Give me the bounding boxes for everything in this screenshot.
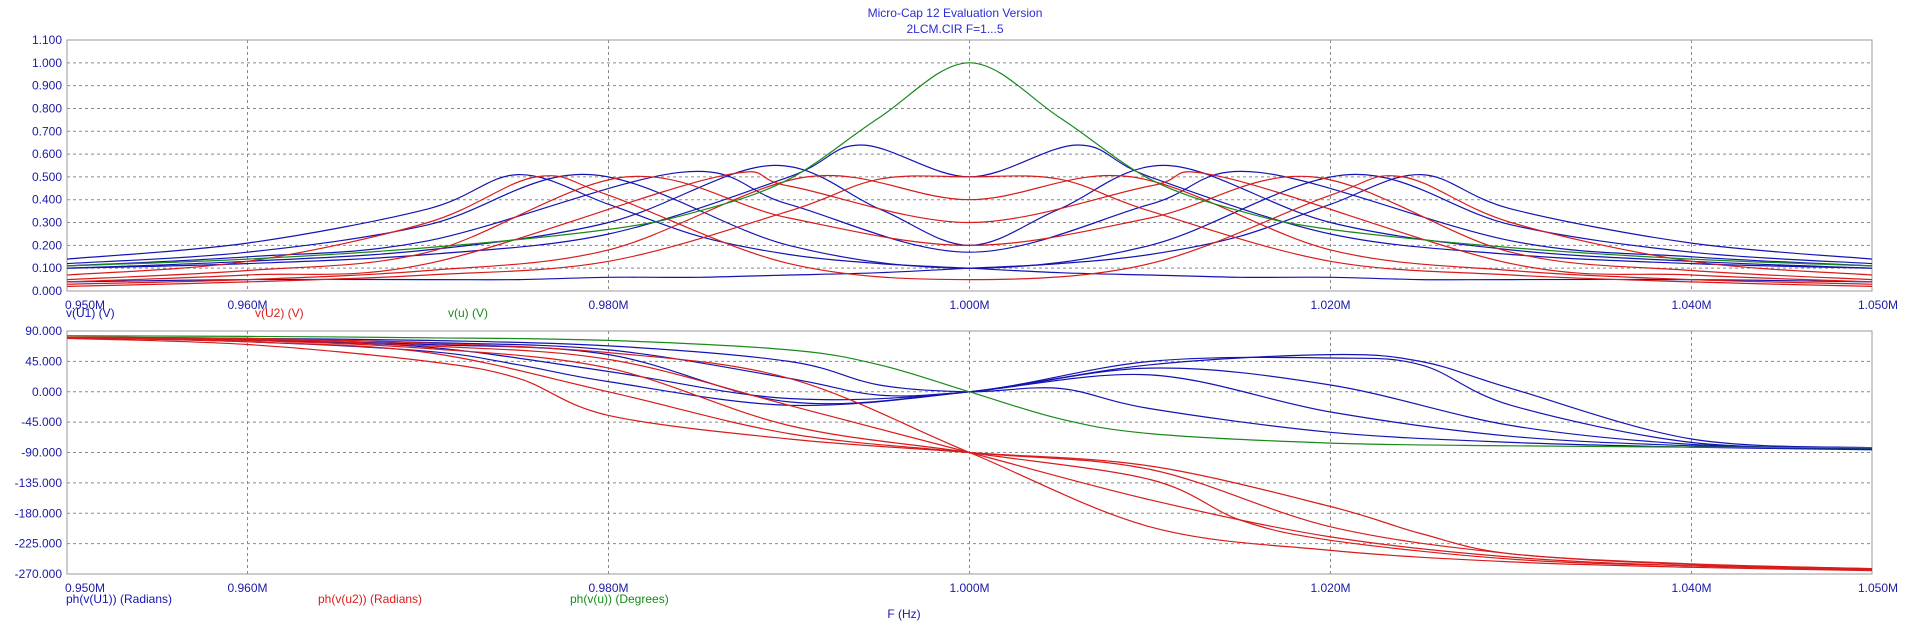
y-tick-label: 1.000: [32, 56, 62, 70]
x-tick-label: 0.950M: [65, 581, 105, 595]
series-line-u2: [67, 175, 1872, 287]
series-line-u: [67, 62, 1872, 267]
y-tick-label: 45.000: [25, 354, 62, 368]
y-tick-label: 0.800: [32, 101, 62, 115]
circuit-subtitle: 2LCM.CIR F=1...5: [906, 22, 1003, 36]
series-line-u1: [67, 144, 1872, 269]
x-tick-label: 1.000M: [949, 298, 989, 312]
x-tick-label: 0.960M: [227, 298, 267, 312]
y-tick-label: -45.000: [21, 415, 62, 429]
x-tick-label: 0.960M: [227, 581, 267, 595]
y-tick-label: 90.000: [25, 324, 62, 338]
series-line-u2: [67, 337, 1872, 570]
x-tick-label: 0.950M: [65, 298, 105, 312]
x-tick-label: 1.020M: [1310, 581, 1350, 595]
y-tick-label: -135.000: [15, 476, 63, 490]
magnitude-panel[interactable]: 0.000 0.100 0.200 0.300 0.400 0.500 0.600 0.700…: [32, 33, 1898, 320]
x-tick-label: 1.020M: [1310, 298, 1350, 312]
series-line-u: [67, 335, 1872, 449]
y-tick-label: 0.400: [32, 193, 62, 207]
x-axis-label: F (Hz): [887, 607, 920, 621]
y-tick-label: -225.000: [15, 537, 63, 551]
y-tick-label: 0.300: [32, 216, 62, 230]
y-tick-label: 0.600: [32, 147, 62, 161]
y-tick-label: -90.000: [21, 446, 62, 460]
x-tick-label: 1.050M: [1858, 298, 1898, 312]
series-line-u1: [67, 173, 1872, 283]
x-tick-label: 1.000M: [949, 581, 989, 595]
series-line-u2: [67, 175, 1872, 281]
phase-panel[interactable]: 90.000 45.000 0.000 -45.000 -90.000 -135.000 -…: [15, 324, 1898, 606]
legend-entry-u2: ph(v(u2)) (Radians): [318, 592, 422, 606]
y-tick-label: -180.000: [15, 506, 63, 520]
x-tick-label: 1.050M: [1858, 581, 1898, 595]
x-tick-label: 0.980M: [588, 581, 628, 595]
window-title: Micro-Cap 12 Evaluation Version: [868, 6, 1043, 20]
series-line-u2: [67, 174, 1872, 285]
legend-entry-u2: v(U2) (V): [255, 306, 304, 320]
y-tick-label: 0.900: [32, 79, 62, 93]
y-tick-label: -270.000: [15, 567, 63, 581]
y-tick-label: 0.000: [32, 284, 62, 298]
x-tick-label: 1.040M: [1671, 581, 1711, 595]
series-line-u2: [67, 175, 1872, 281]
x-tick-label: 0.980M: [588, 298, 628, 312]
series-line-u2: [67, 171, 1872, 283]
y-tick-label: 0.100: [32, 261, 62, 275]
series-line-u2: [67, 336, 1872, 572]
y-tick-label: 0.700: [32, 124, 62, 138]
y-tick-label: 0.500: [32, 170, 62, 184]
x-tick-label: 1.040M: [1671, 298, 1711, 312]
y-tick-label: 0.200: [32, 238, 62, 252]
legend-entry-u: v(u) (V): [448, 306, 488, 320]
legend-entry-u: ph(v(u)) (Degrees): [570, 592, 669, 606]
legend-entry-u1: v(U1) (V): [66, 306, 115, 320]
series-line-u1: [67, 170, 1872, 267]
legend-entry-u1: ph(v(U1)) (Radians): [66, 592, 172, 606]
y-tick-label: 0.000: [32, 385, 62, 399]
y-tick-label: 1.100: [32, 33, 62, 47]
plot-frame: [66, 39, 1873, 292]
plot-frame: [66, 330, 1873, 575]
